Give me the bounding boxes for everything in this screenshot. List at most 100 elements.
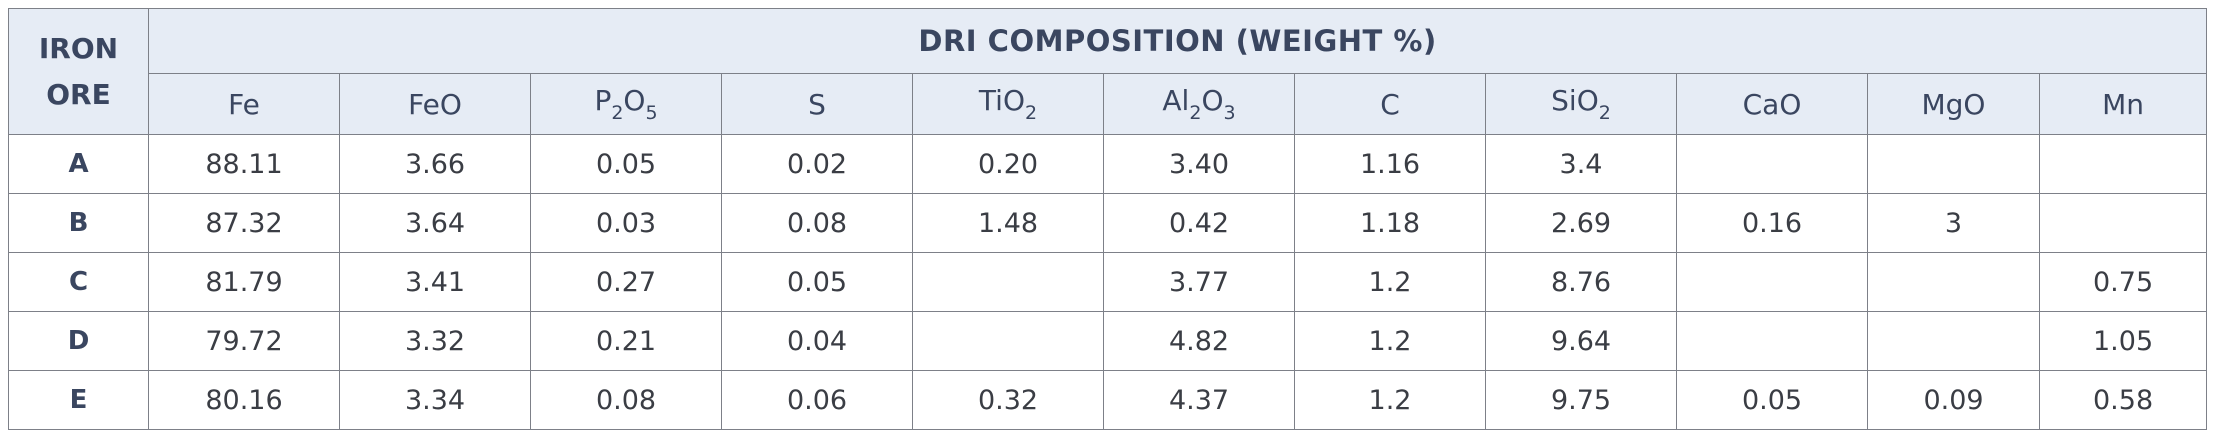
cell: 2.69 xyxy=(1485,193,1677,253)
cell xyxy=(912,252,1104,312)
cell: 0.75 xyxy=(2038,252,2208,312)
cell xyxy=(2038,193,2208,253)
cell: 0.21 xyxy=(530,311,722,371)
cell xyxy=(2038,134,2208,194)
column-header: P2O5 xyxy=(530,73,722,135)
subscript: 2 xyxy=(1598,102,1611,124)
data-row: C 81.79 3.41 0.27 0.05 3.77 1.2 8.76 0.75 xyxy=(8,252,2208,312)
cell xyxy=(1867,134,2040,194)
column-header: FeO xyxy=(339,73,531,135)
subscript: 3 xyxy=(1223,102,1236,124)
header-text: SiO xyxy=(1551,84,1599,117)
cell: 8.76 xyxy=(1485,252,1677,312)
cell: 3.66 xyxy=(339,134,531,194)
column-header: S xyxy=(721,73,913,135)
column-header: Fe xyxy=(148,73,340,135)
row-key: E xyxy=(8,370,149,430)
cell: 3.4 xyxy=(1485,134,1677,194)
header-text: TiO xyxy=(978,84,1025,117)
header-text: C xyxy=(1380,87,1400,121)
subscript: 2 xyxy=(1189,102,1202,124)
cell: 3.77 xyxy=(1103,252,1295,312)
data-row: B 87.32 3.64 0.03 0.08 1.48 0.42 1.18 2.69 0.16 3 xyxy=(8,193,2208,253)
cell: 3.40 xyxy=(1103,134,1295,194)
row-key: A xyxy=(8,134,149,194)
cell xyxy=(1676,252,1868,312)
cell: 88.11 xyxy=(148,134,340,194)
cell: 79.72 xyxy=(148,311,340,371)
subscript: 2 xyxy=(611,102,624,124)
cell: 3.41 xyxy=(339,252,531,312)
header-text: CaO xyxy=(1742,87,1802,121)
header-text: P xyxy=(594,84,612,117)
cell: 0.32 xyxy=(912,370,1104,430)
cell: 0.05 xyxy=(530,134,722,194)
cell: 0.02 xyxy=(721,134,913,194)
cell: 0.20 xyxy=(912,134,1104,194)
cell xyxy=(1867,311,2040,371)
subscript: 5 xyxy=(645,102,658,124)
column-header: SiO2 xyxy=(1485,73,1677,135)
header-row: IRON ORE DRI COMPOSITION (WEIGHT %) xyxy=(8,8,2208,135)
cell: 0.27 xyxy=(530,252,722,312)
cell: 1.2 xyxy=(1294,370,1486,430)
cell: 0.08 xyxy=(530,370,722,430)
cell: 0.03 xyxy=(530,193,722,253)
column-header: Mn xyxy=(2038,73,2208,135)
cell: 80.16 xyxy=(148,370,340,430)
cell: 1.18 xyxy=(1294,193,1486,253)
cell: 3 xyxy=(1867,193,2040,253)
header-text: O xyxy=(623,84,646,117)
corner-header: IRON ORE xyxy=(8,8,149,135)
cell: 0.09 xyxy=(1867,370,2040,430)
cell: 0.04 xyxy=(721,311,913,371)
cell: 3.64 xyxy=(339,193,531,253)
cell: 3.34 xyxy=(339,370,531,430)
column-header: C xyxy=(1294,73,1486,135)
cell: 87.32 xyxy=(148,193,340,253)
column-header: TiO2 xyxy=(912,73,1104,135)
row-key: B xyxy=(8,193,149,253)
header-text: MgO xyxy=(1921,87,1986,121)
composition-table: IRON ORE DRI COMPOSITION (WEIGHT %) Fe FeO P… xyxy=(8,8,2208,430)
header-text: S xyxy=(808,87,826,121)
cell: 4.82 xyxy=(1103,311,1295,371)
column-header: MgO xyxy=(1867,73,2040,135)
cell: 0.06 xyxy=(721,370,913,430)
cell xyxy=(912,311,1104,371)
cell: 0.58 xyxy=(2038,370,2208,430)
cell: 1.48 xyxy=(912,193,1104,253)
cell: 9.64 xyxy=(1485,311,1677,371)
cell xyxy=(1867,252,2040,312)
cell: 0.05 xyxy=(1676,370,1868,430)
row-key: C xyxy=(8,252,149,312)
corner-text: IRON xyxy=(38,31,119,65)
data-row: D 79.72 3.32 0.21 0.04 4.82 1.2 9.64 1.05 xyxy=(8,311,2208,371)
cell: 0.05 xyxy=(721,252,913,312)
header-text: FeO xyxy=(408,87,462,121)
data-row: A 88.11 3.66 0.05 0.02 0.20 3.40 1.16 3.4 xyxy=(8,134,2208,194)
column-header: CaO xyxy=(1676,73,1868,135)
cell: 1.05 xyxy=(2038,311,2208,371)
cell: 1.2 xyxy=(1294,252,1486,312)
header-text: O xyxy=(1201,84,1224,117)
header-text: Fe xyxy=(228,87,260,121)
cell: 4.37 xyxy=(1103,370,1295,430)
header-text: Mn xyxy=(2102,87,2145,121)
cell: 9.75 xyxy=(1485,370,1677,430)
cell xyxy=(1676,134,1868,194)
corner-text: ORE xyxy=(46,77,111,111)
cell: 81.79 xyxy=(148,252,340,312)
column-header: Al2O3 xyxy=(1103,73,1295,135)
header-text: Al xyxy=(1162,84,1190,117)
cell xyxy=(1676,311,1868,371)
cell: 1.2 xyxy=(1294,311,1486,371)
subscript: 2 xyxy=(1024,102,1038,124)
group-header: DRI COMPOSITION (WEIGHT %) xyxy=(147,8,2208,74)
cell: 1.16 xyxy=(1294,134,1486,194)
header-row: Fe FeO P2O5 S TiO2 Al2O3 C SiO2 CaO MgO Mn xyxy=(9,73,2208,135)
data-row: E 80.16 3.34 0.08 0.06 0.32 4.37 1.2 9.75 0.05 0.0… xyxy=(8,370,2208,430)
cell: 0.42 xyxy=(1103,193,1295,253)
cell: 3.32 xyxy=(339,311,531,371)
